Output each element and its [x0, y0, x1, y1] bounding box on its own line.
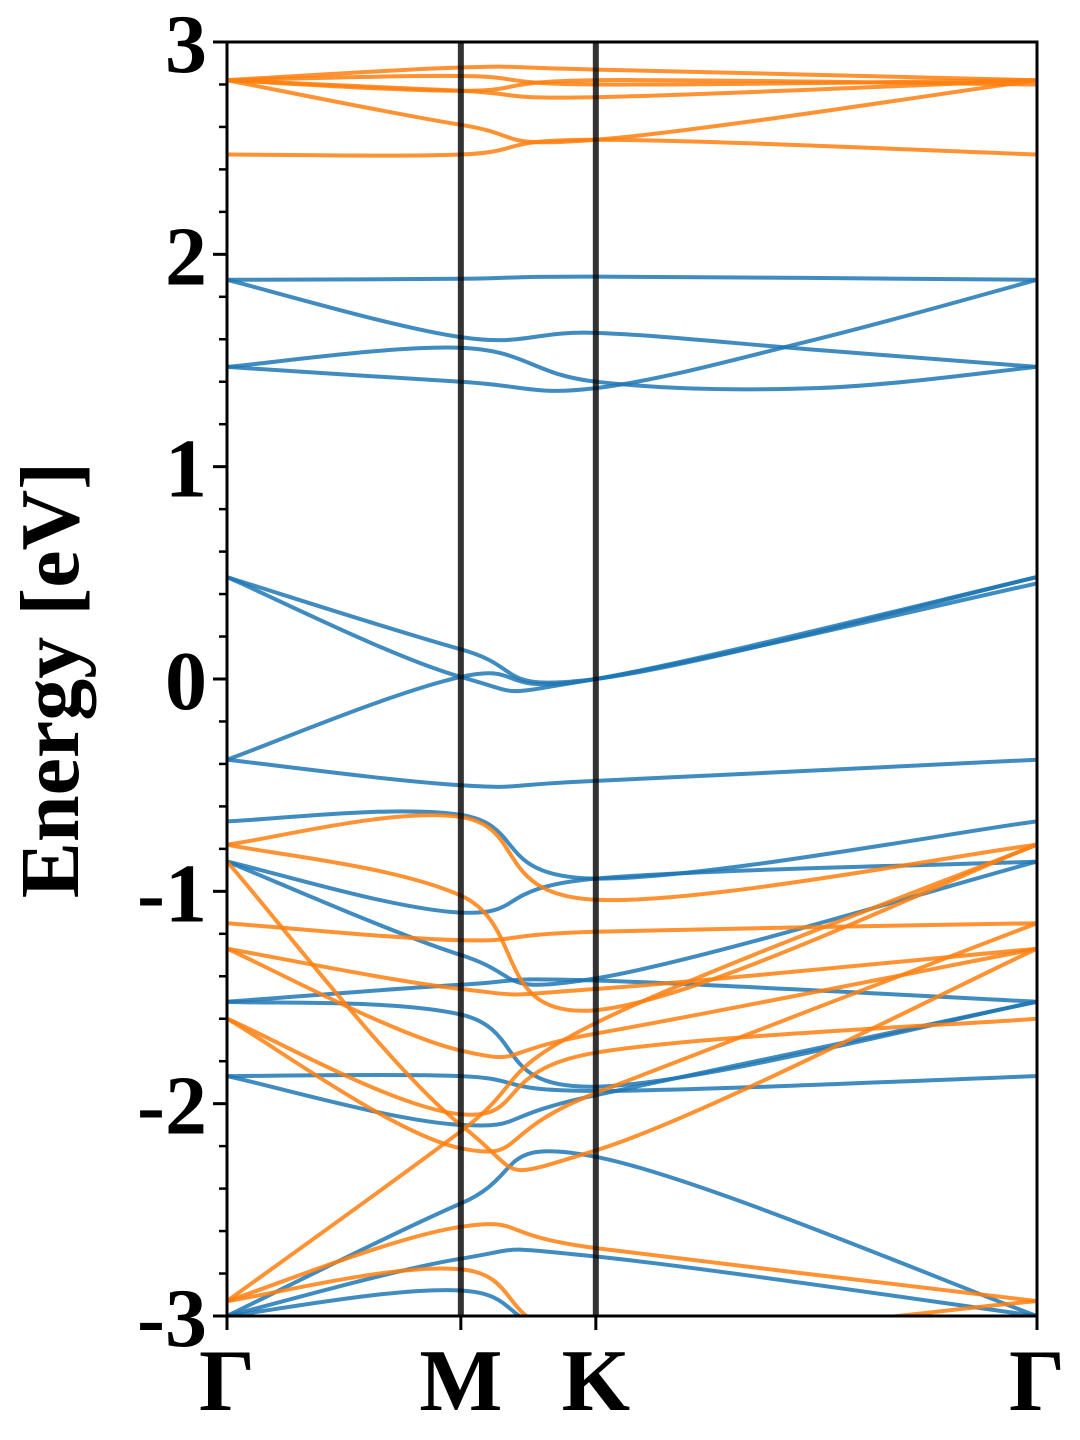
band-line-series_b-8 [227, 921, 1037, 943]
y-tick-label: 1 [165, 423, 207, 516]
band-line-series_b-15 [227, 1222, 1037, 1304]
band-line-series_b-10 [227, 946, 1037, 1060]
band-line-series_a-10 [227, 859, 1037, 987]
x-tick-label: M [419, 1333, 502, 1430]
y-ticks: -3 -2 -1 0 1 2 3 [137, 0, 227, 1365]
band-line-series_a-14 [227, 999, 1037, 1128]
y-tick-label: -3 [137, 1272, 207, 1365]
y-axis-label: Energy [eV] [4, 462, 97, 898]
x-tick-label: Γ [199, 1333, 255, 1430]
band-line-series_a-3 [227, 277, 1037, 393]
band-line-series_a-8 [227, 809, 1037, 881]
x-tick-label: K [562, 1333, 630, 1430]
y-tick-label: 0 [165, 635, 207, 728]
band-line-series_b-12 [227, 860, 1037, 1172]
band-line-series_b-11 [227, 1016, 1037, 1117]
band-line-series_b-4 [227, 78, 1037, 145]
high-symmetry-lines [457, 42, 599, 1316]
band-line-series_b-5 [227, 137, 1037, 158]
y-tick-label: -1 [137, 847, 207, 940]
band-line-series_b-3 [227, 78, 1037, 93]
y-tick-label: 2 [165, 210, 207, 303]
band-line-series_a-9 [227, 859, 1037, 915]
band-line-series_b-9 [227, 946, 1037, 997]
y-tick-label: 3 [165, 0, 207, 91]
band-line-series_a-17 [227, 1288, 523, 1316]
plot-frame [225, 40, 1039, 1318]
band-line-series_a-4 [227, 575, 1037, 685]
band-line-series_a-6 [227, 575, 1037, 762]
band-line-series_a-16 [227, 1247, 1037, 1316]
band-lines [227, 64, 1037, 1316]
band-line-series_a-7 [227, 757, 1037, 789]
x-tick-label: Γ [1009, 1333, 1065, 1430]
y-tick-label: -2 [137, 1060, 207, 1153]
band-line-series_b-14 [227, 842, 1037, 1303]
band-line-series_b-13 [227, 921, 1037, 1154]
band-line-series_b-6 [227, 813, 1037, 903]
band-line-series_a-5 [227, 575, 1037, 694]
band-line-series_a-11 [227, 977, 1037, 1004]
band-line-series_b-0 [227, 64, 1037, 83]
band-line-series_b-16 [227, 1266, 1037, 1316]
band-line-series_a-0 [227, 274, 1037, 282]
band-line-series_a-15 [227, 1149, 1037, 1316]
